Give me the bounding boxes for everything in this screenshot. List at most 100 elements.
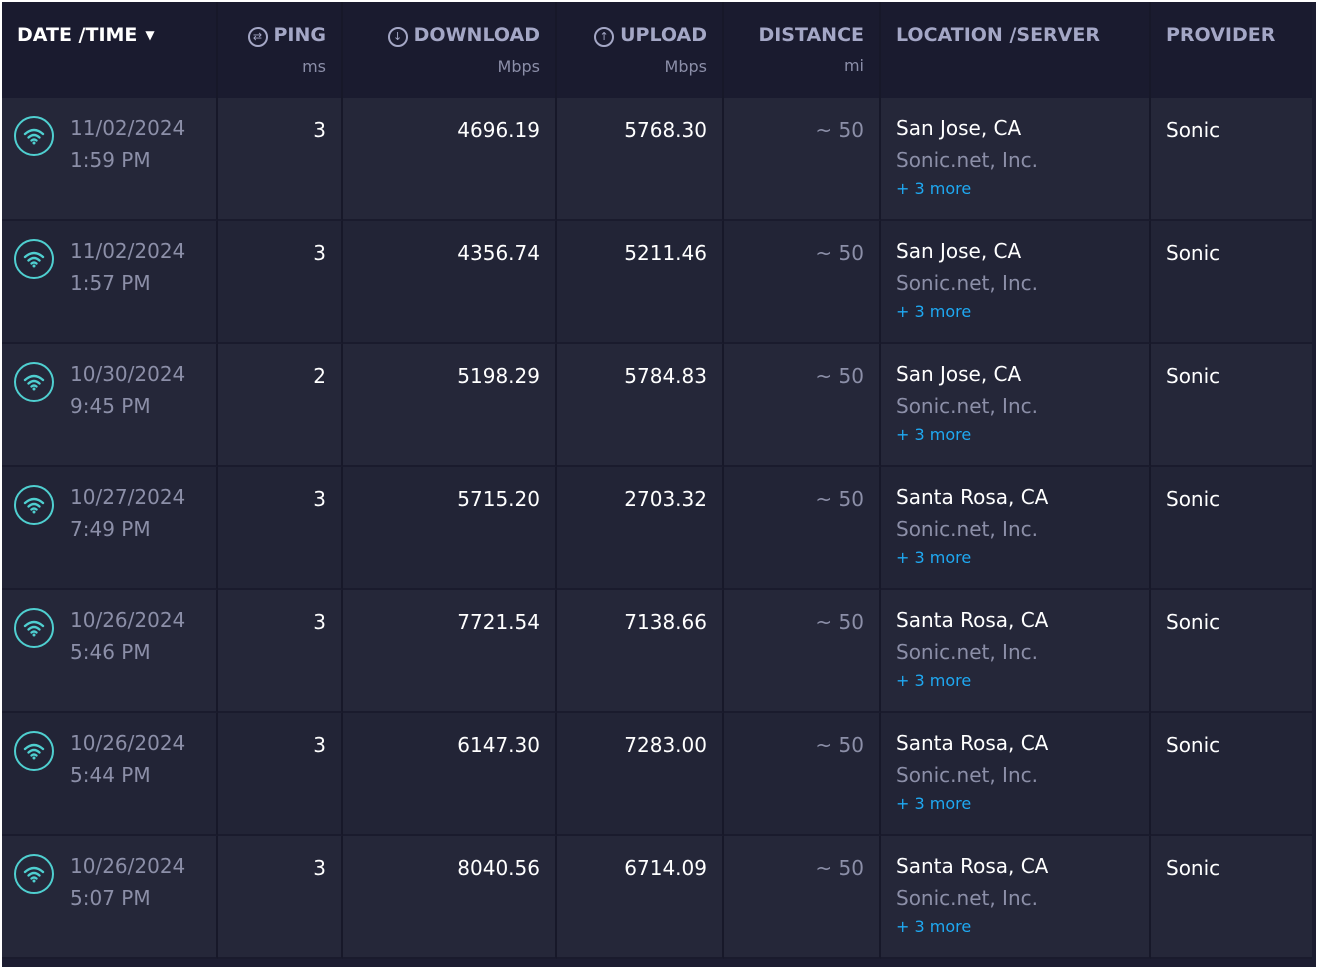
ping-value: 2 [218,344,343,467]
download-value: 8040.56 [343,836,557,959]
server-city: San Jose, CA [896,239,1022,263]
ping-value: 3 [218,221,343,344]
distance-value: ~ 50 [724,344,881,467]
more-servers-link[interactable]: + 3 more [896,671,972,690]
ping-value: 3 [218,98,343,221]
distance-column-header[interactable]: DISTANCE mi [724,2,881,98]
ping-value: 3 [218,836,343,959]
result-row[interactable]: 10/26/2024 5:07 PM 3 8040.56 6714.09 ~ 5… [2,836,1312,959]
location-server-column-header[interactable]: LOCATION /SERVER [881,2,1151,98]
server-city: Santa Rosa, CA [896,608,1049,632]
test-date: 10/26/2024 [70,608,186,632]
server-sponsor: Sonic.net, Inc. [896,271,1038,295]
distance-value: ~ 50 [724,467,881,590]
test-date: 10/26/2024 [70,854,186,878]
server-city: San Jose, CA [896,116,1022,140]
upload-value: 6714.09 [557,836,724,959]
upload-value: 7138.66 [557,590,724,713]
test-time: 1:59 PM [70,148,151,172]
upload-value: 5211.46 [557,221,724,344]
provider-value: Sonic [1151,344,1312,467]
distance-unit-label: mi [843,56,864,75]
result-row[interactable]: 10/26/2024 5:46 PM 3 7721.54 7138.66 ~ 5… [2,590,1312,713]
upload-value: 5784.83 [557,344,724,467]
ping-column-header[interactable]: ⇄ PING ms [218,2,343,98]
more-servers-link[interactable]: + 3 more [896,302,972,321]
download-value: 4696.19 [343,98,557,221]
date-time-cell: 10/27/2024 7:49 PM [2,467,218,590]
distance-header-label: DISTANCE [758,24,864,46]
ping-value: 3 [218,467,343,590]
date-time-column-header[interactable]: DATE /TIME ▼ [2,2,218,98]
test-date: 11/02/2024 [70,116,186,140]
upload-value: 7283.00 [557,713,724,836]
location-server-cell: Santa Rosa, CA Sonic.net, Inc. + 3 more [881,836,1151,959]
wifi-icon [14,239,54,279]
test-time: 5:46 PM [70,640,151,664]
download-icon: ↓ [387,27,408,47]
download-column-header[interactable]: ↓ DOWNLOAD Mbps [343,2,557,98]
more-servers-link[interactable]: + 3 more [896,179,972,198]
server-sponsor: Sonic.net, Inc. [896,517,1038,541]
more-servers-link[interactable]: + 3 more [896,425,972,444]
result-row[interactable]: 11/02/2024 1:59 PM 3 4696.19 5768.30 ~ 5… [2,98,1312,221]
download-value: 6147.30 [343,713,557,836]
test-time: 7:49 PM [70,517,151,541]
test-date: 10/26/2024 [70,731,186,755]
location-server-cell: San Jose, CA Sonic.net, Inc. + 3 more [881,344,1151,467]
test-date: 11/02/2024 [70,239,186,263]
date-time-cell: 10/26/2024 5:44 PM [2,713,218,836]
server-city: Santa Rosa, CA [896,731,1049,755]
location-server-cell: Santa Rosa, CA Sonic.net, Inc. + 3 more [881,713,1151,836]
download-header-label: DOWNLOAD [413,24,540,46]
wifi-icon [14,608,54,648]
download-value: 4356.74 [343,221,557,344]
provider-column-header[interactable]: PROVIDER [1151,2,1312,98]
provider-value: Sonic [1151,590,1312,713]
server-city: Santa Rosa, CA [896,485,1049,509]
test-time: 9:45 PM [70,394,151,418]
distance-value: ~ 50 [724,221,881,344]
test-time: 5:07 PM [70,886,151,910]
distance-value: ~ 50 [724,590,881,713]
result-row[interactable]: 11/02/2024 1:57 PM 3 4356.74 5211.46 ~ 5… [2,221,1312,344]
distance-value: ~ 50 [724,98,881,221]
result-row[interactable]: 10/27/2024 7:49 PM 3 5715.20 2703.32 ~ 5… [2,467,1312,590]
result-row[interactable]: 10/26/2024 5:44 PM 3 6147.30 7283.00 ~ 5… [2,713,1312,836]
upload-value: 2703.32 [557,467,724,590]
date-time-cell: 10/30/2024 9:45 PM [2,344,218,467]
provider-value: Sonic [1151,221,1312,344]
caret-down-icon: ▼ [145,28,155,42]
location-server-cell: San Jose, CA Sonic.net, Inc. + 3 more [881,98,1151,221]
more-servers-link[interactable]: + 3 more [896,917,972,936]
more-servers-link[interactable]: + 3 more [896,548,972,567]
server-sponsor: Sonic.net, Inc. [896,763,1038,787]
location-header-label: LOCATION /SERVER [896,24,1100,46]
ping-value: 3 [218,590,343,713]
location-server-cell: Santa Rosa, CA Sonic.net, Inc. + 3 more [881,467,1151,590]
ping-value: 3 [218,713,343,836]
upload-header-label: UPLOAD [620,24,707,46]
distance-value: ~ 50 [724,836,881,959]
wifi-icon [14,485,54,525]
location-server-cell: San Jose, CA Sonic.net, Inc. + 3 more [881,221,1151,344]
upload-unit-label: Mbps [664,57,707,76]
download-value: 7721.54 [343,590,557,713]
download-value: 5198.29 [343,344,557,467]
provider-value: Sonic [1151,713,1312,836]
wifi-icon [14,116,54,156]
upload-column-header[interactable]: ↑ UPLOAD Mbps [557,2,724,98]
server-sponsor: Sonic.net, Inc. [896,394,1038,418]
wifi-icon [14,362,54,402]
provider-header-label: PROVIDER [1166,24,1276,46]
results-table: DATE /TIME ▼ ⇄ PING ms ↓ DOWNLOAD Mbps ↑ UPL… [2,2,1312,959]
result-row[interactable]: 10/30/2024 9:45 PM 2 5198.29 5784.83 ~ 5… [2,344,1312,467]
date-time-cell: 10/26/2024 5:07 PM [2,836,218,959]
test-time: 1:57 PM [70,271,151,295]
date-time-cell: 10/26/2024 5:46 PM [2,590,218,713]
upload-value: 5768.30 [557,98,724,221]
server-sponsor: Sonic.net, Inc. [896,640,1038,664]
more-servers-link[interactable]: + 3 more [896,794,972,813]
upload-icon: ↑ [594,27,615,47]
